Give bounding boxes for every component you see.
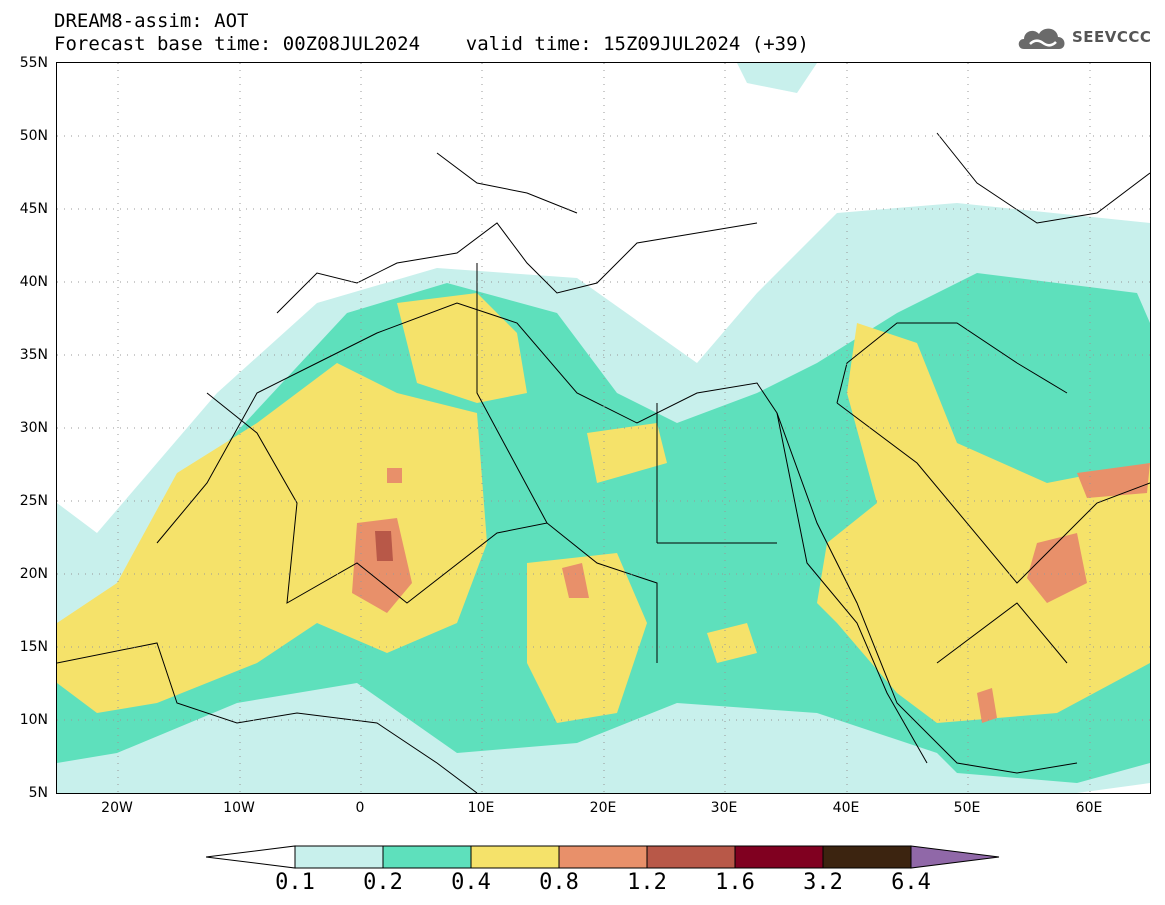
lon-label-20e: 20E bbox=[589, 800, 617, 816]
colorbar-label-6.4: 6.4 bbox=[891, 870, 931, 895]
map-subtitle: Forecast base time: 00Z08JUL2024 valid t… bbox=[54, 33, 809, 55]
colorbar-segment bbox=[822, 845, 912, 869]
lat-label-15n: 15N bbox=[19, 639, 48, 655]
colorbar-high-arrow bbox=[910, 845, 1000, 869]
lon-label-0: 0 bbox=[355, 800, 365, 816]
aot-band-0.4 bbox=[527, 553, 647, 723]
lon-label-20w: 20W bbox=[101, 800, 133, 816]
map-graticule bbox=[57, 63, 1150, 793]
lat-label-45n: 45N bbox=[19, 201, 48, 217]
colorbar-segment bbox=[558, 845, 648, 869]
aot-band-0.4 bbox=[397, 293, 527, 403]
aot-band-0.4 bbox=[587, 423, 667, 483]
lat-label-35n: 35N bbox=[19, 347, 48, 363]
map-title: DREAM8-assim: AOT bbox=[54, 10, 249, 32]
lon-label-10w: 10W bbox=[223, 800, 255, 816]
colorbar-segment bbox=[294, 845, 384, 869]
colorbar-label-0.8: 0.8 bbox=[539, 870, 579, 895]
aot-band-0.1 bbox=[737, 63, 817, 93]
seevccc-logo: SEEVCCC bbox=[1016, 23, 1151, 51]
lon-label-10e: 10E bbox=[467, 800, 495, 816]
lat-label-5n: 5N bbox=[28, 785, 48, 801]
aot-band-1.2 bbox=[375, 531, 393, 561]
colorbar-low-arrow bbox=[206, 845, 296, 869]
aot-band-0.8 bbox=[387, 468, 402, 483]
colorbar-label-3.2: 3.2 bbox=[803, 870, 843, 895]
aot-band-0.8 bbox=[352, 518, 412, 613]
colorbar-label-1.6: 1.6 bbox=[715, 870, 755, 895]
lat-label-20n: 20N bbox=[19, 566, 48, 582]
country-border bbox=[206, 263, 1150, 764]
colorbar-segment bbox=[734, 845, 824, 869]
aot-band-0.4 bbox=[817, 323, 1150, 723]
aot-band-0.8 bbox=[562, 563, 589, 598]
map-canvas bbox=[57, 63, 1150, 793]
aot-band-0.4 bbox=[707, 623, 757, 663]
coastline bbox=[276, 132, 1150, 314]
cloud-icon bbox=[1018, 28, 1065, 49]
aot-band-0.8 bbox=[977, 688, 997, 723]
lat-label-25n: 25N bbox=[19, 493, 48, 509]
lon-label-30e: 30E bbox=[710, 800, 738, 816]
colorbar-label-0.2: 0.2 bbox=[363, 870, 403, 895]
lat-label-10n: 10N bbox=[19, 712, 48, 728]
colorbar bbox=[206, 845, 1000, 869]
aot-band-0.8 bbox=[1077, 463, 1150, 498]
lon-label-40e: 40E bbox=[832, 800, 860, 816]
colorbar-label-0.1: 0.1 bbox=[275, 870, 315, 895]
colorbar-segment bbox=[470, 845, 560, 869]
lon-label-60e: 60E bbox=[1075, 800, 1103, 816]
lat-label-40n: 40N bbox=[19, 274, 48, 290]
logo-text: SEEVCCC bbox=[1072, 28, 1152, 46]
lon-label-50e: 50E bbox=[953, 800, 981, 816]
aot-band-0.8 bbox=[1027, 533, 1087, 603]
colorbar-label-0.4: 0.4 bbox=[451, 870, 491, 895]
lat-label-30n: 30N bbox=[19, 420, 48, 436]
lat-label-55n: 55N bbox=[19, 55, 48, 71]
lat-label-50n: 50N bbox=[19, 128, 48, 144]
colorbar-segment bbox=[646, 845, 736, 869]
aot-map bbox=[56, 62, 1151, 794]
colorbar-segment bbox=[382, 845, 472, 869]
aot-band-0.4 bbox=[57, 363, 487, 713]
coastline bbox=[57, 302, 1078, 793]
colorbar-label-1.2: 1.2 bbox=[627, 870, 667, 895]
